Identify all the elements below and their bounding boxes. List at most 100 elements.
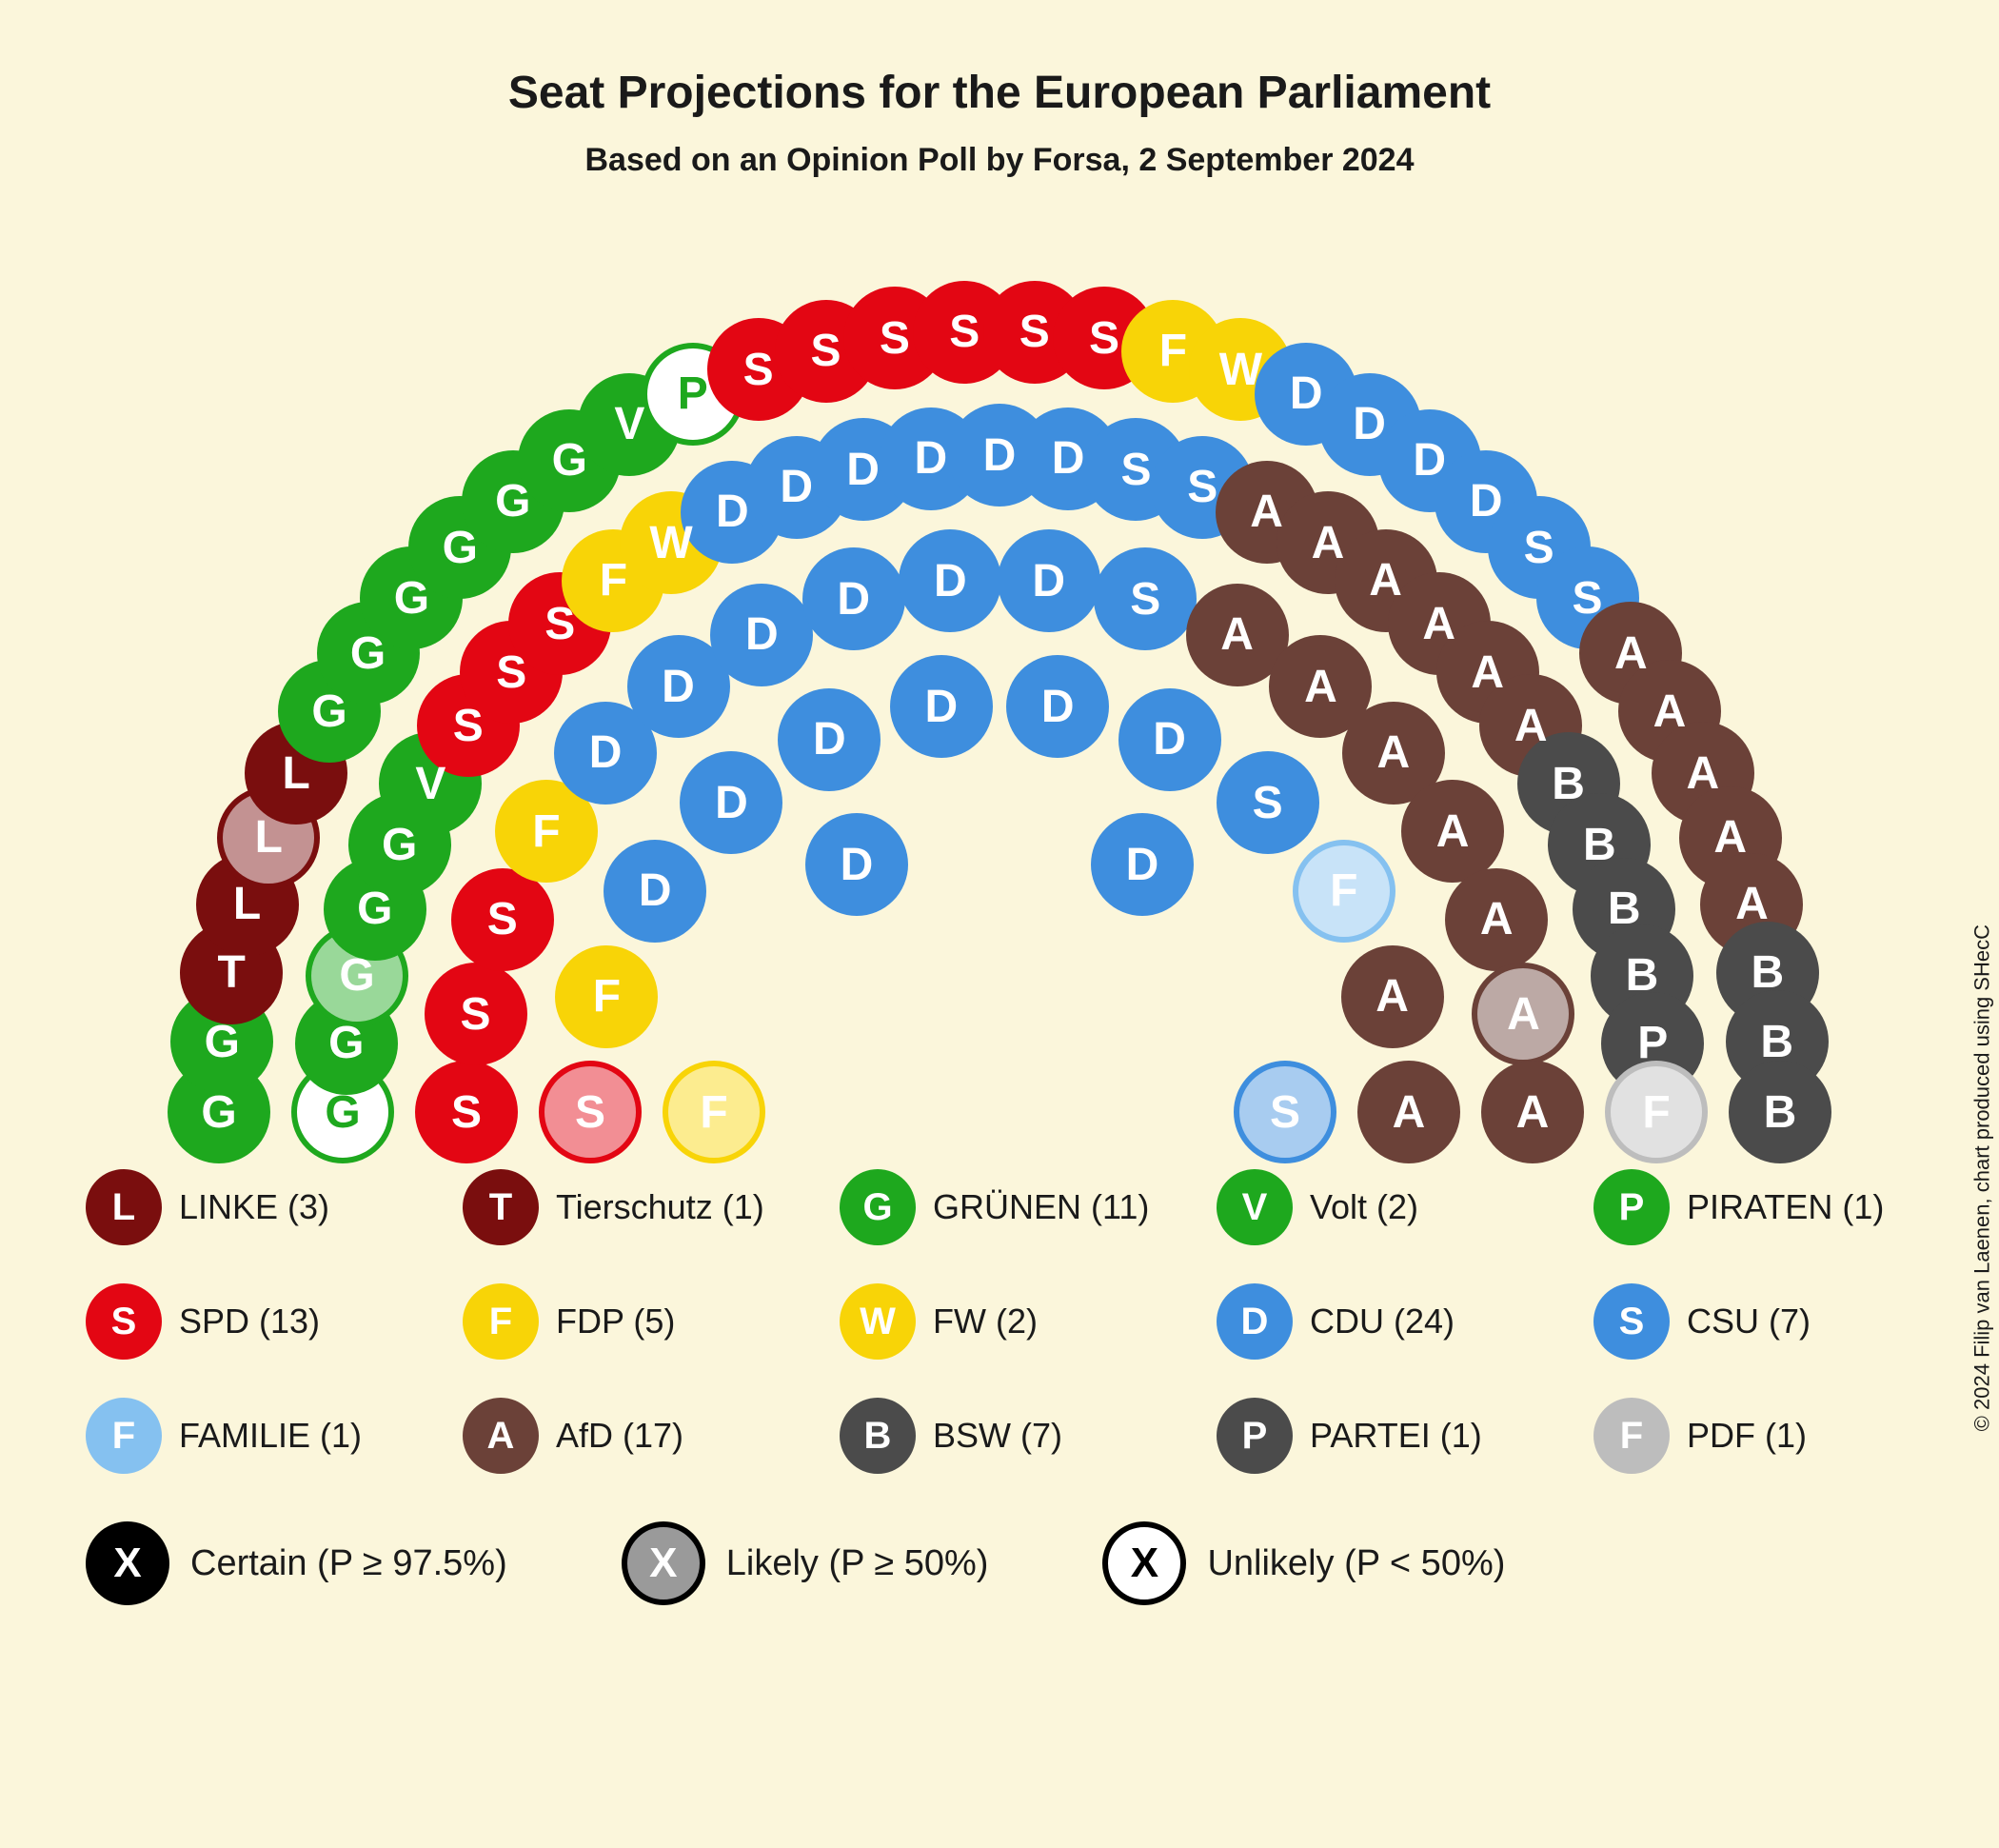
seat-letter: D: [841, 839, 874, 891]
seat-cdu: D: [890, 655, 993, 758]
seat-letter: A: [1516, 1086, 1550, 1139]
legend-swatch: P: [1217, 1398, 1293, 1474]
legend-item-piraten: PPIRATEN (1): [1593, 1169, 1913, 1245]
legend-label: FDP (5): [556, 1302, 675, 1341]
legend-swatch: F: [86, 1398, 162, 1474]
seat-cdu: D: [778, 688, 881, 791]
legend-label: PDF (1): [1687, 1416, 1807, 1456]
probability-item: X Likely (P ≥ 50%): [622, 1521, 989, 1605]
seat-letter: S: [743, 344, 774, 396]
probability-item: XUnlikely (P < 50%): [1102, 1521, 1505, 1605]
seat-spd: S: [425, 963, 527, 1065]
seat-cdu: D: [1118, 688, 1221, 791]
probability-swatch: X: [86, 1521, 169, 1605]
seat-letter: D: [983, 429, 1017, 482]
legend-swatch: L: [86, 1169, 162, 1245]
legend-swatch: D: [1217, 1283, 1293, 1360]
seat-csu: S: [1094, 547, 1197, 650]
chart-title: Seat Projections for the European Parlia…: [57, 67, 1942, 119]
seat-spd: S: [451, 868, 554, 971]
seat-letter: P: [678, 368, 708, 420]
page: Seat Projections for the European Parlia…: [0, 0, 1999, 1848]
seat-letter: S: [1120, 444, 1151, 496]
legend-item-fdp: F FDP (5): [463, 1283, 782, 1360]
legend-swatch: V: [1217, 1169, 1293, 1245]
legend-item-grünen: G GRÜNEN (11): [840, 1169, 1159, 1245]
probability-label: Likely (P ≥ 50%): [726, 1543, 989, 1584]
seat-letter: A: [1220, 608, 1254, 661]
seat-letter: B: [1764, 1086, 1797, 1139]
seat-letter: S: [461, 988, 491, 1041]
seat-letter: D: [915, 432, 948, 485]
legend-label: Tierschutz (1): [556, 1187, 764, 1227]
seat-csu: S: [1234, 1061, 1336, 1163]
seat-letter: S: [880, 312, 910, 365]
legend-row: SSPD (13)FFDP (5)WFW (2)DCDU (24)SCSU (7…: [86, 1283, 1913, 1360]
probability-legend: XCertain (P ≥ 97.5%)XLikely (P ≥ 50%)XUn…: [57, 1521, 1942, 1605]
legend-item-afd: A AfD (17): [463, 1398, 782, 1474]
legend-item-familie: F FAMILIE (1): [86, 1398, 406, 1474]
seat-cdu: D: [604, 840, 706, 943]
seat-letter: G: [201, 1086, 236, 1139]
legend-swatch: S: [86, 1283, 162, 1360]
seat-letter: A: [1436, 805, 1470, 858]
legend-swatch: W: [840, 1283, 916, 1360]
legend-label: AfD (17): [556, 1416, 683, 1456]
legend-swatch: A: [463, 1398, 539, 1474]
seat-afd: A: [1357, 1061, 1460, 1163]
seat-letter: F: [1159, 325, 1187, 377]
legend-swatch: F: [463, 1283, 539, 1360]
seat-letter: D: [745, 608, 779, 661]
seat-spd: S: [539, 1061, 642, 1163]
legend-item-partei: P PARTEI (1): [1217, 1398, 1536, 1474]
seat-letter: S: [1253, 777, 1283, 829]
seat-letter: D: [589, 726, 623, 779]
legend-swatch: T: [463, 1169, 539, 1245]
seat-letter: D: [715, 777, 748, 829]
legend-item-spd: SSPD (13): [86, 1283, 406, 1360]
seat-letter: S: [949, 306, 980, 358]
seat-fdp: F: [555, 945, 658, 1048]
legend-label: BSW (7): [933, 1416, 1062, 1456]
legend-label: FW (2): [933, 1302, 1038, 1341]
seat-letter: D: [1041, 681, 1075, 733]
seat-letter: D: [662, 661, 695, 713]
seat-letter: D: [1290, 368, 1323, 420]
seat-cdu: D: [1006, 655, 1109, 758]
legend-item-linke: LLINKE (3): [86, 1169, 406, 1245]
legend-label: PIRATEN (1): [1687, 1187, 1884, 1227]
seat-letter: A: [1393, 1086, 1426, 1139]
seat-letter: D: [846, 444, 880, 496]
legend-label: CDU (24): [1310, 1302, 1455, 1341]
legend-label: FAMILIE (1): [179, 1416, 362, 1456]
seat-cdu: D: [899, 529, 1001, 632]
legend-row: F FAMILIE (1) A AfD (17) B BSW (7) P PARTEI (1)…: [86, 1398, 1913, 1474]
seat-letter: F: [593, 970, 621, 1023]
seat-cdu: D: [710, 584, 813, 686]
seat-cdu: D: [802, 547, 905, 650]
legend-label: GRÜNEN (11): [933, 1187, 1149, 1227]
seat-afd: A: [1445, 868, 1548, 971]
seat-csu: S: [1217, 751, 1319, 854]
legend-label: PARTEI (1): [1310, 1416, 1482, 1456]
legend-swatch: G: [840, 1169, 916, 1245]
seat-letter: S: [1089, 312, 1119, 365]
seat-letter: A: [1304, 661, 1337, 713]
legend-item-volt: VVolt (2): [1217, 1169, 1536, 1245]
seat-afd: A: [1481, 1061, 1584, 1163]
seat-letter: A: [1376, 970, 1409, 1023]
legend-swatch: B: [840, 1398, 916, 1474]
seat-cdu: D: [680, 751, 782, 854]
legend-item-cdu: D CDU (24): [1217, 1283, 1536, 1360]
seat-cdu: D: [998, 529, 1100, 632]
legend-item-csu: SCSU (7): [1593, 1283, 1913, 1360]
probability-swatch: X: [622, 1521, 705, 1605]
seat-letter: S: [1019, 306, 1050, 358]
party-legend: LLINKE (3) T Tierschutz (1) G GRÜNEN (11) VVo…: [57, 1169, 1942, 1474]
seat-familie: F: [1293, 840, 1395, 943]
legend-label: CSU (7): [1687, 1302, 1811, 1341]
seat-letter: V: [614, 398, 644, 450]
seat-spd: S: [415, 1061, 518, 1163]
seat-pdf: F: [1605, 1061, 1708, 1163]
probability-swatch: X: [1102, 1521, 1186, 1605]
